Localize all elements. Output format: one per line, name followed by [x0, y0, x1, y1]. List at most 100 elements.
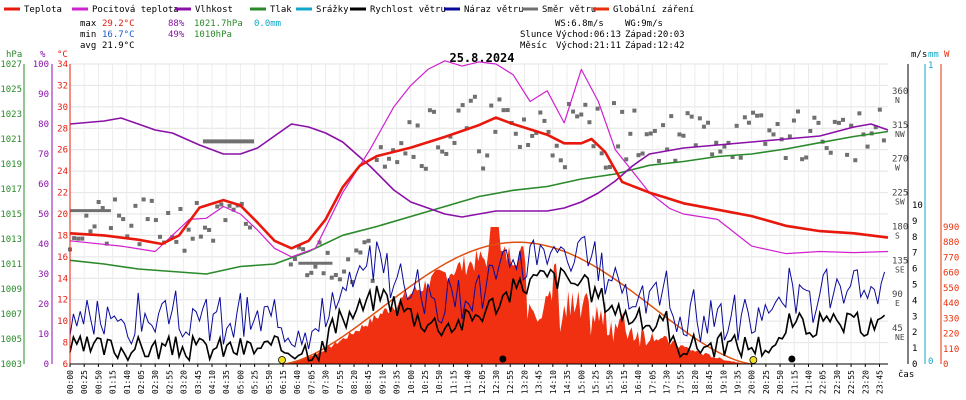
legend-label: Globální záření [613, 5, 694, 15]
wind-direction-point [726, 140, 731, 145]
radiation-area [281, 227, 754, 364]
wind-direction-point [546, 129, 551, 134]
wind-direction-point [481, 166, 486, 171]
wind-direction-point [292, 257, 297, 262]
pressure-tick-label: 1003 [0, 360, 22, 370]
wind-direction-point [321, 271, 326, 276]
x-tick-label: 18:20 [691, 370, 700, 394]
wind-direction-point [362, 240, 367, 245]
stat-rain: 0.0mm [254, 19, 281, 29]
wind-direction-point [121, 217, 126, 222]
wind-direction-point [591, 144, 596, 149]
direction-tick-degrees: 270 [892, 155, 908, 165]
temp-tick-label: 32 [57, 81, 68, 91]
wind-direction-point [182, 248, 187, 253]
x-tick-label: 17:05 [648, 370, 657, 394]
wind-direction-point [354, 248, 359, 253]
wind-tick-label: 6 [912, 265, 917, 275]
stat-moon-rise: Východ:21:11 [556, 41, 621, 51]
x-tick-label: 10:25 [421, 370, 430, 394]
wind-direction-point [382, 164, 387, 169]
wind-direction-point [288, 262, 293, 267]
wind-direction-point [190, 236, 195, 241]
wind-direction-point [374, 157, 379, 162]
wind-direction-point [566, 101, 571, 106]
wind-tick-label: 3 [912, 312, 917, 322]
wind-direction-point [796, 109, 801, 114]
x-tick-label: 01:15 [109, 370, 118, 394]
wind-direction-point [227, 203, 232, 208]
wind-direction-point [689, 114, 694, 119]
direction-tick-compass: S [895, 231, 900, 240]
wind-series [69, 235, 886, 363]
x-tick-label: 02:30 [151, 370, 160, 394]
wind-direction-point [865, 144, 870, 149]
unit-pressure: hPa [6, 50, 22, 60]
wind-direction-point [579, 112, 584, 117]
stat-moon-label: Měsíc [520, 41, 547, 51]
humidity-tick-label: 40 [38, 240, 49, 250]
wind-direction-point [456, 108, 461, 113]
wind-direction-point [701, 124, 706, 129]
wind-direction-point [571, 109, 576, 114]
wind-direction-point [681, 133, 686, 138]
wind-direction-point [836, 120, 841, 125]
x-tick-label: 16:15 [620, 370, 629, 394]
pressure-tick-label: 1007 [0, 310, 22, 320]
x-tick-label: 00:25 [80, 370, 89, 394]
stat-min-label: min [80, 30, 96, 40]
temp-tick-label: 28 [57, 124, 68, 134]
x-tick-label: 09:35 [393, 370, 402, 394]
wind-direction-point [92, 224, 97, 229]
x-tick-label: 16:40 [634, 370, 643, 394]
humidity-tick-label: 20 [38, 300, 49, 310]
pressure-line [69, 130, 889, 275]
radiation-tick-label: 110 [943, 345, 959, 355]
wind-direction-point [174, 239, 179, 244]
wind-direction-point [88, 229, 93, 234]
wind-direction-point [665, 147, 670, 152]
wind-direction-point [611, 101, 616, 106]
wind-direction-point [677, 132, 682, 137]
x-tick-label: 06:15 [279, 370, 288, 394]
wind-direction-point [399, 141, 404, 146]
x-tick-label: 07:55 [336, 370, 345, 394]
wind-tick-label: 7 [912, 249, 917, 259]
wind-direction-point [562, 165, 567, 170]
wind-direction-point [117, 213, 122, 218]
wind-direction-point [145, 217, 150, 222]
wind-direction-point [427, 108, 432, 113]
wind-direction-point [391, 148, 396, 153]
wind-direction-point [759, 113, 764, 118]
wind-direction-point [656, 158, 661, 163]
wind-direction-point [881, 138, 886, 143]
wind-direction-point [333, 272, 338, 277]
wind-direction-point [787, 134, 792, 139]
radiation-tick-label: 770 [943, 253, 959, 263]
legend-label: Teplota [24, 5, 62, 15]
x-tick-label: 01:40 [123, 370, 132, 394]
legend-label: Rychlost větru [370, 5, 446, 15]
stat-moon-set: Západ:12:42 [625, 41, 685, 51]
x-tick-label: 17:30 [662, 370, 671, 394]
wind-direction-point [542, 118, 547, 123]
wind-direction-point [550, 153, 555, 158]
wind-direction-point [714, 140, 719, 145]
wind-direction-point [746, 120, 751, 125]
wind-direction-point [595, 106, 600, 111]
wind-direction-point [472, 94, 477, 99]
wind-direction-point [751, 110, 756, 115]
x-tick-label: 13:20 [520, 370, 529, 394]
stat-min-hum: 49% [168, 30, 185, 40]
wind-direction-point [215, 204, 220, 209]
pressure-tick-label: 1013 [0, 235, 22, 245]
wind-direction-point [718, 149, 723, 154]
wind-direction-point [112, 197, 117, 202]
pressure-tick-label: 1005 [0, 335, 22, 345]
axes: 6810121416182022242628303234010203040506… [0, 60, 959, 394]
wind-direction-point [452, 140, 457, 145]
direction-tick-compass: SW [895, 198, 905, 207]
wind-direction-point [587, 120, 592, 125]
stat-wg: WG:9m/s [625, 19, 663, 29]
